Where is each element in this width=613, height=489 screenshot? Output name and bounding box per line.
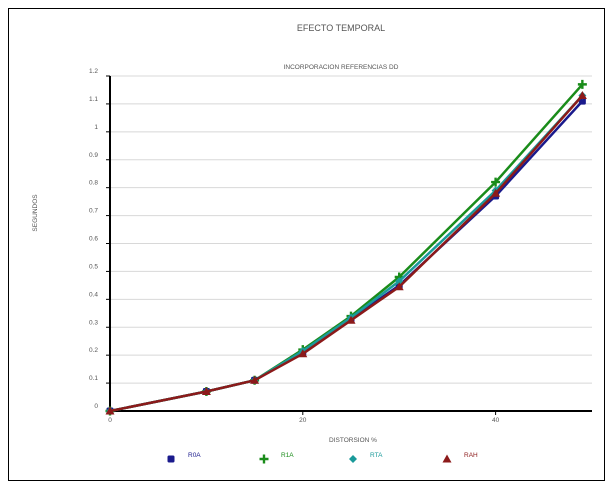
data-point-rah (491, 188, 501, 197)
data-point-rah (250, 375, 260, 384)
legend-label-rta: RTA (370, 452, 383, 459)
y-tick-label: 1 (94, 124, 98, 131)
grid-layer (110, 75, 592, 384)
data-point-rah (298, 349, 308, 358)
y-tick-label: 0.6 (89, 236, 98, 243)
legend-label-rah: RAH (464, 452, 478, 459)
chart-title: EFECTO TEMPORAL (297, 23, 385, 33)
y-tick-label: 0 (94, 403, 98, 410)
data-point-rah (346, 315, 356, 324)
y-tick-label: 0.7 (89, 208, 98, 215)
data-point-r1a (491, 177, 501, 187)
y-tick-label: 1.2 (89, 68, 98, 75)
legend-marker-rah (442, 454, 452, 463)
legend-marker-r1a (259, 454, 269, 464)
series-line-rah (109, 94, 584, 413)
y-tick-label: 0.1 (89, 375, 98, 382)
legend-marker-r0a (167, 455, 175, 463)
y-tick-label: 0.4 (89, 291, 98, 298)
x-tick-label: 40 (492, 417, 500, 424)
x-tick-label: 0 (108, 417, 112, 424)
chart-frame (8, 8, 605, 481)
legend: R0A R1A RTA RAH (167, 452, 478, 464)
data-point-rah (105, 406, 115, 415)
legend-marker-rta (349, 455, 357, 463)
series-line-r1a (109, 83, 584, 413)
y-tick-label: 0.9 (89, 152, 98, 159)
x-axis-label: DISTORSION % (329, 437, 377, 444)
legend-label-r1a: R1A (281, 452, 294, 459)
x-tick-label: 20 (299, 417, 307, 424)
series-line-rta (109, 94, 584, 413)
y-tick-label: 1.1 (89, 96, 98, 103)
data-point-rah (394, 282, 404, 291)
y-tick-label: 0.5 (89, 263, 98, 270)
axis-layer: 0 0.1 0.2 0.3 0.4 0.5 0.6 0.7 0.8 0.9 1 1.1 1.2 0 20 40 (89, 68, 592, 424)
chart-subtitle: INCORPORACION REFERENCIAS DD (284, 64, 399, 71)
series-layer (105, 79, 587, 416)
series-line-r0a (109, 100, 584, 413)
y-tick-label: 0.8 (89, 180, 98, 187)
data-point-rah (577, 91, 587, 100)
y-tick-label: 0.2 (89, 347, 98, 354)
y-axis-label: SEGUNDOS (32, 194, 39, 232)
legend-label-r0a: R0A (188, 452, 201, 459)
data-point-rah (201, 386, 211, 395)
data-point-r1a (577, 79, 587, 89)
y-tick-label: 0.3 (89, 319, 98, 326)
